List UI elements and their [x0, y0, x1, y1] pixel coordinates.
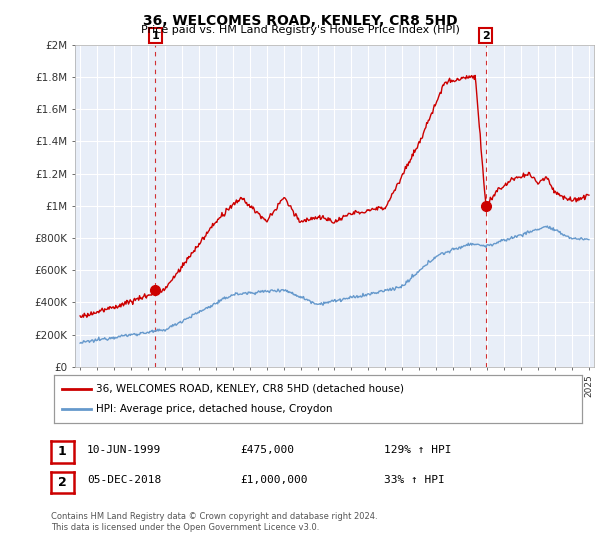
Text: 2: 2 — [482, 31, 490, 41]
Text: 36, WELCOMES ROAD, KENLEY, CR8 5HD: 36, WELCOMES ROAD, KENLEY, CR8 5HD — [143, 14, 457, 28]
Text: 1: 1 — [152, 31, 159, 41]
Text: 36, WELCOMES ROAD, KENLEY, CR8 5HD (detached house): 36, WELCOMES ROAD, KENLEY, CR8 5HD (deta… — [96, 384, 404, 394]
Text: 1: 1 — [58, 445, 67, 459]
Text: £1,000,000: £1,000,000 — [240, 475, 308, 486]
Text: Price paid vs. HM Land Registry's House Price Index (HPI): Price paid vs. HM Land Registry's House … — [140, 25, 460, 35]
Text: 129% ↑ HPI: 129% ↑ HPI — [384, 445, 452, 455]
Text: 05-DEC-2018: 05-DEC-2018 — [87, 475, 161, 486]
Text: HPI: Average price, detached house, Croydon: HPI: Average price, detached house, Croy… — [96, 404, 333, 414]
Text: 33% ↑ HPI: 33% ↑ HPI — [384, 475, 445, 486]
Text: 2: 2 — [58, 475, 67, 489]
Text: £475,000: £475,000 — [240, 445, 294, 455]
Text: 10-JUN-1999: 10-JUN-1999 — [87, 445, 161, 455]
Text: Contains HM Land Registry data © Crown copyright and database right 2024.
This d: Contains HM Land Registry data © Crown c… — [51, 512, 377, 532]
